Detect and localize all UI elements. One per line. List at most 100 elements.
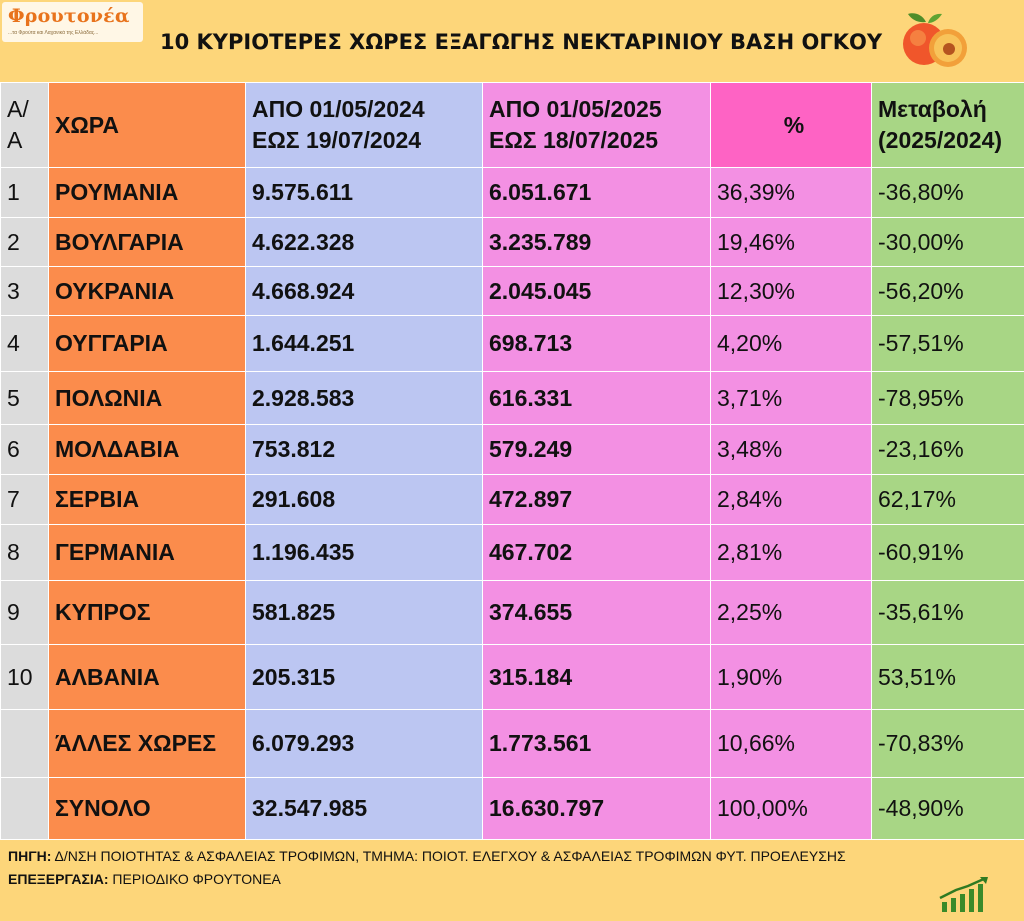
cell-rank: 3 [0,266,49,316]
cell-volume-2024: 1.644.251 [245,315,483,372]
cell-share: 1,90% [710,644,872,710]
cell-share: 100,00% [710,777,872,840]
table-row: 2 ΒΟΥΛΓΑΡΙΑ 4.622.328 3.235.789 19,46% -30,00… [0,217,1024,267]
table-row: 8 ΓΕΡΜΑΝΙΑ 1.196.435 467.702 2,81% -60,91% [0,524,1024,581]
cell-share: 2,25% [710,580,872,645]
cell-volume-2025: 1.773.561 [482,709,711,778]
cell-change: -35,61% [871,580,1024,645]
cell-volume-2025: 6.051.671 [482,167,711,218]
cell-rank: 5 [0,371,49,425]
table-row: 6 ΜΟΛΔΑΒΙΑ 753.812 579.249 3,48% -23,16% [0,424,1024,475]
header-period-2024: ΑΠΟ 01/05/2024 ΕΩΣ 19/07/2024 [245,82,483,168]
cell-change: -56,20% [871,266,1024,316]
cell-share: 36,39% [710,167,872,218]
logo-tagline: ...τα Φρούτα και Λαχανικά της Ελλάδας... [8,30,99,36]
cell-share: 2,84% [710,474,872,525]
cell-rank [0,777,49,840]
cell-volume-2024: 6.079.293 [245,709,483,778]
cell-volume-2024: 1.196.435 [245,524,483,581]
cell-share: 2,81% [710,524,872,581]
cell-volume-2024: 205.315 [245,644,483,710]
cell-volume-2024: 32.547.985 [245,777,483,840]
cell-country: ΣΕΡΒΙΑ [48,474,246,525]
cell-change: -30,00% [871,217,1024,267]
cell-volume-2025: 472.897 [482,474,711,525]
header-period-2025: ΑΠΟ 01/05/2025 ΕΩΣ 18/07/2025 [482,82,711,168]
cell-country: ΟΥΚΡΑΝΙΑ [48,266,246,316]
cell-volume-2024: 4.622.328 [245,217,483,267]
header-share: % [710,82,872,168]
cell-change: -60,91% [871,524,1024,581]
cell-share: 4,20% [710,315,872,372]
cell-change: 53,51% [871,644,1024,710]
cell-volume-2025: 698.713 [482,315,711,372]
cell-rank: 7 [0,474,49,525]
cell-country: ΡΟΥΜΑΝΙΑ [48,167,246,218]
cell-volume-2025: 3.235.789 [482,217,711,267]
cell-rank: 10 [0,644,49,710]
cell-rank: 6 [0,424,49,475]
cell-volume-2025: 16.630.797 [482,777,711,840]
page-title: 10 ΚΥΡΙΟΤΕΡΕΣ ΧΩΡΕΣ ΕΞΑΓΩΓΗΣ ΝΕΚΤΑΡΙΝΙΟΥ… [160,30,883,54]
cell-share: 10,66% [710,709,872,778]
table-row: 4 ΟΥΓΓΑΡΙΑ 1.644.251 698.713 4,20% -57,51% [0,315,1024,372]
table-row: 5 ΠΟΛΩΝΙΑ 2.928.583 616.331 3,71% -78,95% [0,371,1024,425]
footer: ΠΗΓΗ: Δ/ΝΣΗ ΠΟΙΟΤΗΤΑΣ & ΑΣΦΑΛΕΙΑΣ ΤΡΟΦΙΜ… [8,848,846,894]
cell-volume-2024: 9.575.611 [245,167,483,218]
cell-country: ΒΟΥΛΓΑΡΙΑ [48,217,246,267]
cell-country: ΟΥΓΓΑΡΙΑ [48,315,246,372]
table-row: 10 ΑΛΒΑΝΙΑ 205.315 315.184 1,90% 53,51% [0,644,1024,710]
cell-volume-2025: 616.331 [482,371,711,425]
cell-volume-2025: 2.045.045 [482,266,711,316]
cell-rank [0,709,49,778]
table-row-other: ΆΛΛΕΣ ΧΩΡΕΣ 6.079.293 1.773.561 10,66% -70,8… [0,709,1024,778]
cell-country: ΆΛΛΕΣ ΧΩΡΕΣ [48,709,246,778]
cell-change: -23,16% [871,424,1024,475]
cell-rank: 8 [0,524,49,581]
cell-change: -36,80% [871,167,1024,218]
table-row: 9 ΚΥΠΡΟΣ 581.825 374.655 2,25% -35,61% [0,580,1024,645]
cell-country: ΠΟΛΩΝΙΑ [48,371,246,425]
cell-volume-2024: 753.812 [245,424,483,475]
cell-change: -78,95% [871,371,1024,425]
cell-share: 19,46% [710,217,872,267]
cell-rank: 4 [0,315,49,372]
cell-change: 62,17% [871,474,1024,525]
header-change: Μεταβολή (2025/2024) [871,82,1024,168]
cell-change: -48,90% [871,777,1024,840]
cell-country: ΑΛΒΑΝΙΑ [48,644,246,710]
footer-source: ΠΗΓΗ: Δ/ΝΣΗ ΠΟΙΟΤΗΤΑΣ & ΑΣΦΑΛΕΙΑΣ ΤΡΟΦΙΜ… [8,848,846,864]
cell-volume-2025: 315.184 [482,644,711,710]
table-header-row: Α/ Α ΧΩΡΑ ΑΠΟ 01/05/2024 ΕΩΣ 19/07/2024 … [0,82,1024,168]
cell-change: -70,83% [871,709,1024,778]
cell-country: ΓΕΡΜΑΝΙΑ [48,524,246,581]
cell-volume-2025: 579.249 [482,424,711,475]
cell-volume-2024: 581.825 [245,580,483,645]
table-row: 7 ΣΕΡΒΙΑ 291.608 472.897 2,84% 62,17% [0,474,1024,525]
cell-rank: 1 [0,167,49,218]
cell-country: ΚΥΠΡΟΣ [48,580,246,645]
cell-change: -57,51% [871,315,1024,372]
cell-volume-2024: 2.928.583 [245,371,483,425]
cell-share: 12,30% [710,266,872,316]
cell-volume-2024: 4.668.924 [245,266,483,316]
cell-rank: 2 [0,217,49,267]
header-aa: Α/ Α [0,82,49,168]
cell-volume-2024: 291.608 [245,474,483,525]
cell-volume-2025: 467.702 [482,524,711,581]
growth-chart-icon [939,876,988,912]
cell-volume-2025: 374.655 [482,580,711,645]
table-row: 3 ΟΥΚΡΑΝΙΑ 4.668.924 2.045.045 12,30% -56,20% [0,266,1024,316]
peach-icon [903,13,967,67]
cell-share: 3,48% [710,424,872,475]
cell-country: ΜΟΛΔΑΒΙΑ [48,424,246,475]
logo-wordmark: Φρουτονέα [8,5,130,27]
cell-rank: 9 [0,580,49,645]
export-table: Α/ Α ΧΩΡΑ ΑΠΟ 01/05/2024 ΕΩΣ 19/07/2024 … [0,82,1024,840]
cell-share: 3,71% [710,371,872,425]
header-country: ΧΩΡΑ [48,82,246,168]
table-row: 1 ΡΟΥΜΑΝΙΑ 9.575.611 6.051.671 36,39% -36,80% [0,167,1024,218]
footer-processing: ΕΠΕΞΕΡΓΑΣΙΑ: ΠΕΡΙΟΔΙΚΟ ΦΡΟΥΤΟΝΕΑ [8,871,281,887]
logo: Φρουτονέα ...τα Φρούτα και Λαχανικά της … [2,2,143,42]
table-row-total: ΣΥΝΟΛΟ 32.547.985 16.630.797 100,00% -48,90% [0,777,1024,840]
